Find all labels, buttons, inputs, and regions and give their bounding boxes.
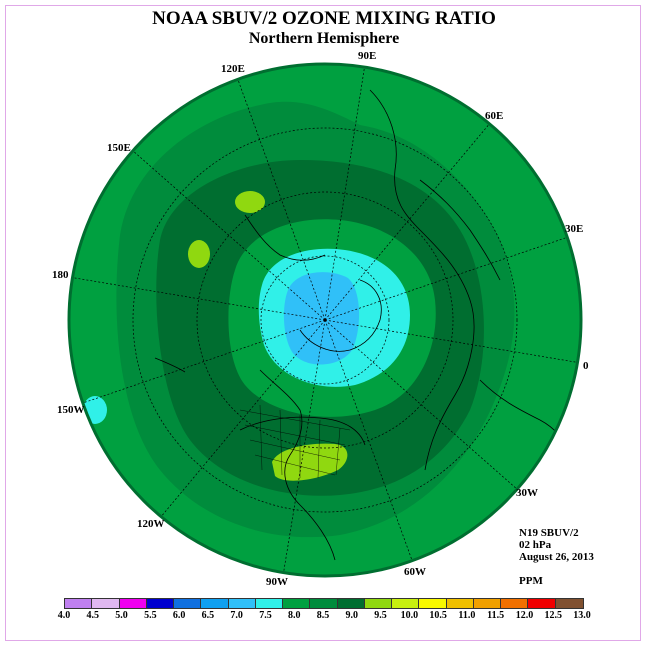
colorbar-tick-label: 10.0 (400, 610, 419, 621)
ozone-blob-9-5-c (272, 443, 348, 481)
colorbar-cell (174, 599, 202, 608)
info-date: August 26, 2013 (519, 551, 594, 563)
lon-label-120w: 120W (137, 518, 165, 530)
lon-label-150w: 150W (57, 404, 85, 416)
colorbar-tick-label: 8.5 (316, 610, 330, 621)
colorbar-tick-label: 12.0 (515, 610, 534, 621)
colorbar-cell (146, 599, 174, 608)
figure-frame (5, 5, 641, 641)
lon-label-90e: 90E (358, 50, 377, 62)
info-satellite: N19 SBUV/2 (519, 527, 579, 539)
lon-label-60e: 60E (485, 110, 504, 122)
ozone-blob-9-5-a (235, 191, 265, 213)
colorbar-cell (310, 599, 338, 608)
colorbar-tick-label: 10.5 (429, 610, 447, 621)
colorbar-cell (337, 599, 365, 608)
ozone-band-lt-7-5 (283, 272, 360, 365)
colorbar-cell (255, 599, 283, 608)
colorbar-cell (92, 599, 120, 608)
colorbar-tick-label: 6.0 (172, 610, 186, 621)
ozone-blob-9-5-b (188, 240, 210, 268)
colorbar-cell (65, 599, 93, 608)
lon-label-30e: 30E (565, 223, 584, 235)
colorbar-cell (364, 599, 392, 608)
lon-label-180: 180 (52, 269, 69, 281)
colorbar-cell (473, 599, 501, 608)
lon-label-30w: 30W (516, 487, 538, 499)
lon-label-60w: 60W (404, 566, 426, 578)
colorbar-cell (555, 599, 583, 608)
us-state-boundaries (239, 404, 351, 479)
graticule (69, 64, 581, 576)
colorbar-tick-label: 5.0 (115, 610, 128, 621)
lon-label-0: 0 (583, 360, 589, 372)
colorbar-cell (119, 599, 147, 608)
colorbar-cell (419, 599, 447, 608)
colorbar-tick-label: 5.5 (144, 610, 157, 621)
colorbar-tick-label: 12.5 (544, 610, 562, 621)
colorbar-tick-label: 6.5 (201, 610, 215, 621)
chart-subtitle: Northern Hemisphere (248, 30, 400, 47)
colorbar-tick-label: 7.5 (259, 610, 272, 621)
colorbar-tick-label: 13.0 (573, 610, 591, 621)
colorbar (64, 598, 584, 609)
colorbar-cell (528, 599, 556, 608)
colorbar-tick-label: 4.0 (57, 610, 71, 621)
coastlines (154, 89, 571, 561)
lon-label-150e: 150E (107, 142, 131, 154)
colorbar-tick-label: 7.0 (230, 610, 243, 621)
info-level: 02 hPa (519, 539, 552, 551)
lon-label-90w: 90W (266, 576, 288, 588)
colorbar-cell (201, 599, 229, 608)
colorbar-tick-label: 4.5 (86, 610, 100, 621)
colorbar-tick-label: 9.5 (374, 610, 387, 621)
globe-outline (67, 62, 583, 578)
colorbar-tick-label: 11.0 (458, 610, 476, 621)
info-units: PPM (519, 575, 543, 587)
colorbar-cell (501, 599, 529, 608)
colorbar-tick-label: 8.0 (287, 610, 301, 621)
colorbar-tick-label: 9.0 (345, 610, 359, 621)
lon-label-120e: 120E (221, 63, 245, 75)
colorbar-cell (228, 599, 256, 608)
colorbar-tick-label: 11.5 (487, 610, 505, 621)
colorbar-cell (446, 599, 474, 608)
colorbar-cell (392, 599, 420, 608)
colorbar-cell (283, 599, 311, 608)
chart-title: NOAA SBUV/2 OZONE MIXING RATIO (152, 8, 496, 29)
